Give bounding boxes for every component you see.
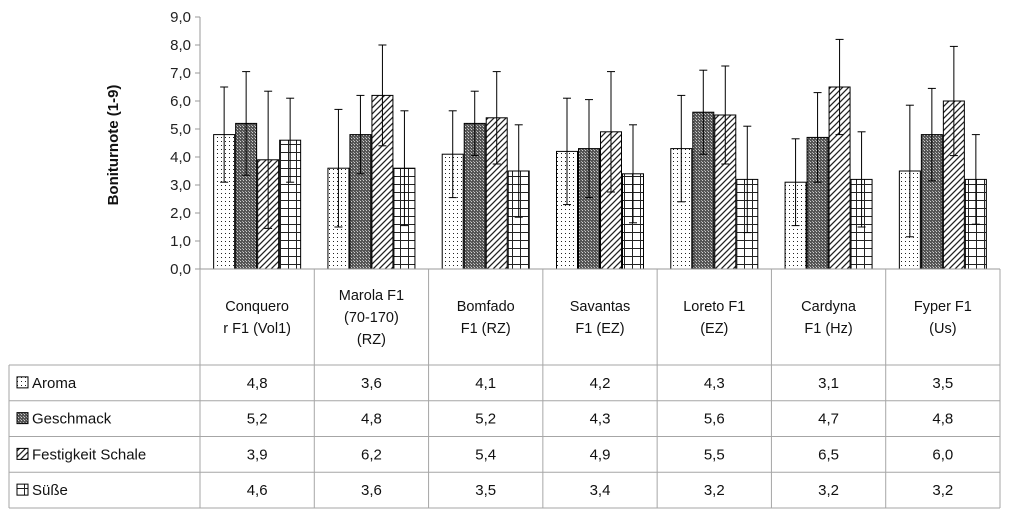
table-cell-value: 4,8 [932,411,953,428]
table-cell-value: 3,1 [818,375,839,392]
legend-label: Geschmack [32,411,112,428]
table-cell-value: 5,2 [247,411,268,428]
table-cell-value: 5,2 [475,411,496,428]
y-tick-label: 8,0 [170,37,191,54]
table-cell-value: 4,3 [590,411,611,428]
category-label: Bomfado [457,299,515,315]
table-cell-value: 4,9 [590,446,611,463]
category-label: Cardyna [801,299,857,315]
y-tick-label: 0,0 [170,261,191,278]
category-label: Marola F1 [339,288,404,304]
category-label: Conquero [225,299,289,315]
y-tick-label: 9,0 [170,9,191,26]
y-axis-title: Boniturnote (1-9) [105,85,122,206]
table-cell-value: 4,7 [818,411,839,428]
table-cell-value: 5,4 [475,446,496,463]
table-cell-value: 3,6 [361,375,382,392]
category-label: r F1 (Vol1) [223,321,291,337]
y-tick-label: 3,0 [170,177,191,194]
table-cell-value: 4,3 [704,375,725,392]
category-label: Savantas [570,299,630,315]
table-cell-value: 3,2 [704,482,725,499]
table-cell-value: 6,2 [361,446,382,463]
table-cell-value: 6,0 [932,446,953,463]
table-cell-value: 4,6 [247,482,268,499]
category-label: F1 (RZ) [461,321,511,337]
table-cell-value: 5,5 [704,446,725,463]
y-tick-label: 1,0 [170,233,191,250]
category-label: F1 (Hz) [804,321,852,337]
table-cell-value: 3,4 [590,482,611,499]
legend-swatch-grid [16,483,29,496]
legend-label: Süße [32,482,68,499]
legend-swatch-dots [16,376,29,389]
category-label: F1 (EZ) [575,321,624,337]
legend-swatch-dense [16,412,29,425]
table-cell-value: 4,2 [590,375,611,392]
y-tick-label: 5,0 [170,121,191,138]
table-cell-value: 3,5 [475,482,496,499]
legend-swatch-diagonal [16,447,29,460]
plot-area [200,38,1000,270]
category-label: Loreto F1 [683,299,745,315]
table-cell-value: 3,9 [247,446,268,463]
category-label: (Us) [929,321,956,337]
table-cell-value: 6,5 [818,446,839,463]
y-tick-label: 6,0 [170,93,191,110]
table-cell-value: 3,2 [818,482,839,499]
y-tick-label: 7,0 [170,65,191,82]
table-cell-value: 4,1 [475,375,496,392]
y-tick-label: 2,0 [170,205,191,222]
table-cell-value: 3,5 [932,375,953,392]
category-label: (RZ) [357,332,386,348]
table-cell-value: 5,6 [704,411,725,428]
table-cell-value: 4,8 [247,375,268,392]
data-table: Conquero r F1 (Vol1) Marola F1 (70-170) (RZ)… [8,269,1001,509]
category-label: (EZ) [700,321,728,337]
category-label: (70-170) [344,310,399,326]
table-cell-value: 3,6 [361,482,382,499]
y-tick-label: 4,0 [170,149,191,166]
y-axis: 0,0 1,0 2,0 3,0 4,0 5,0 6,0 7,0 8,0 9,0 [170,9,201,278]
table-cell-value: 3,2 [932,482,953,499]
category-label: Fyper F1 [914,299,972,315]
legend-label: Aroma [32,375,77,392]
legend-label: Festigkeit Schale [32,446,146,463]
table-cell-value: 4,8 [361,411,382,428]
